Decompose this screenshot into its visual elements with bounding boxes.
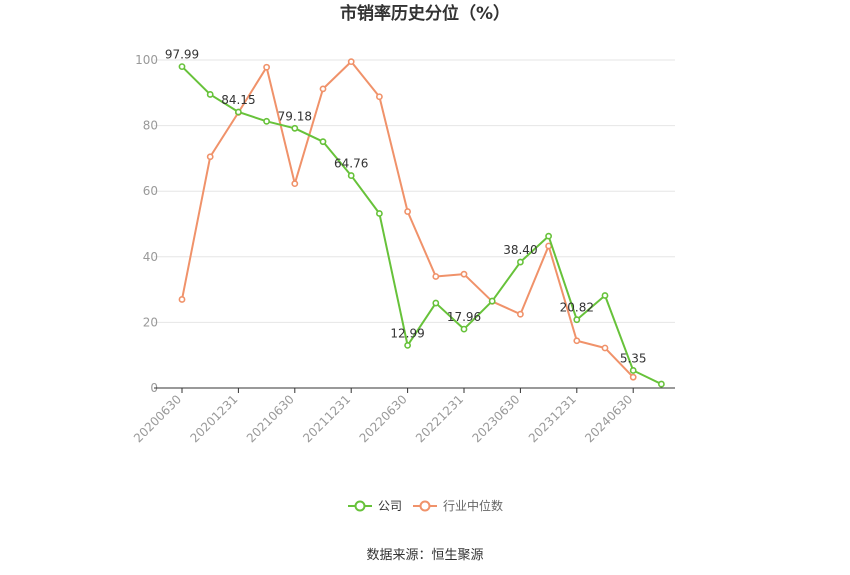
data-point[interactable]: [319, 138, 327, 146]
x-tick-label: 20230630: [469, 392, 522, 445]
legend[interactable]: 公司 行业中位数: [348, 498, 503, 513]
data-point[interactable]: [460, 325, 468, 333]
data-point[interactable]: [178, 63, 186, 70]
data-point[interactable]: [206, 91, 214, 98]
data-point[interactable]: [601, 292, 609, 299]
series-layer: [178, 58, 665, 388]
data-point[interactable]: [206, 153, 214, 161]
data-point[interactable]: [432, 273, 440, 280]
y-tick-label: 60: [143, 184, 158, 198]
data-label: 38.40: [503, 243, 537, 257]
data-label: 17.96: [447, 310, 481, 324]
data-point[interactable]: [404, 341, 411, 349]
data-point[interactable]: [573, 316, 581, 324]
data-point[interactable]: [347, 172, 355, 179]
x-tick-label: 20201231: [187, 392, 240, 445]
data-point[interactable]: [488, 297, 496, 305]
series-company: [178, 63, 665, 388]
data-source: 数据来源：恒生聚源: [366, 548, 483, 563]
legend-item-company[interactable]: 公司: [348, 499, 402, 513]
legend-label-company: 公司: [378, 499, 402, 513]
data-point[interactable]: [460, 270, 468, 278]
data-point[interactable]: [347, 58, 355, 66]
data-label: 64.76: [334, 157, 368, 171]
legend-marker-industry: [419, 500, 431, 512]
x-tick-label: 20200630: [131, 392, 184, 445]
y-tick-label: 80: [143, 119, 158, 133]
data-labels: 97.99 84.15 79.18 64.76 12.99 17.96 38.40 20.82…: [165, 48, 647, 366]
x-tick-label: 20210630: [244, 392, 297, 445]
data-point[interactable]: [629, 373, 637, 381]
chart-title: 市销率历史分位（%）: [340, 3, 510, 24]
x-tick-label: 20240630: [582, 392, 635, 445]
data-label: 5.35: [620, 351, 647, 365]
x-tick-label: 20211231: [300, 392, 353, 445]
data-label: 84.15: [221, 93, 255, 107]
data-point[interactable]: [375, 93, 383, 101]
data-point[interactable]: [263, 63, 270, 71]
data-point[interactable]: [629, 367, 637, 374]
y-tick-label: 40: [143, 250, 158, 264]
x-tick-label: 20231231: [526, 392, 579, 445]
data-point[interactable]: [658, 380, 665, 388]
legend-item-industry[interactable]: 行业中位数: [413, 498, 503, 513]
data-point[interactable]: [178, 296, 186, 303]
data-point[interactable]: [601, 344, 609, 352]
data-point[interactable]: [291, 180, 299, 188]
data-point[interactable]: [375, 210, 383, 217]
data-point[interactable]: [545, 232, 552, 240]
x-tick-label: 20221231: [413, 392, 466, 445]
data-point[interactable]: [517, 258, 524, 266]
data-label: 12.99: [390, 326, 424, 340]
data-point[interactable]: [517, 310, 524, 318]
data-point[interactable]: [404, 208, 411, 215]
data-point[interactable]: [432, 299, 440, 307]
legend-label-industry: 行业中位数: [443, 498, 503, 513]
grid-lines: [154, 59, 675, 323]
data-label: 20.82: [560, 301, 594, 315]
y-tick-label: 100: [135, 53, 158, 67]
x-axis: 20200630 20201231 20210630 20211231 20220630…: [131, 387, 675, 445]
x-tick-label: 20220630: [357, 392, 410, 445]
data-point[interactable]: [263, 117, 270, 125]
legend-marker-company: [354, 500, 366, 512]
data-point[interactable]: [573, 337, 581, 345]
y-tick-label: 20: [143, 315, 158, 329]
series-line: [181, 65, 662, 385]
data-point[interactable]: [319, 85, 327, 93]
data-point[interactable]: [234, 108, 242, 116]
data-point[interactable]: [291, 124, 299, 132]
data-label: 97.99: [165, 48, 199, 62]
data-label: 79.18: [278, 109, 312, 123]
